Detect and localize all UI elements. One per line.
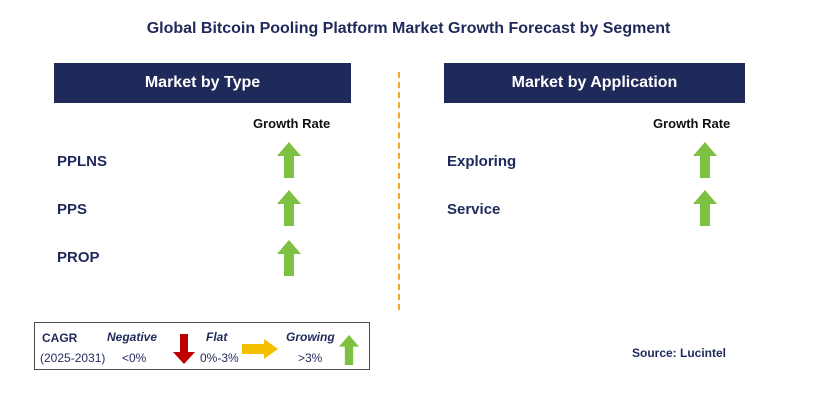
- legend-period: (2025-2031): [40, 351, 106, 365]
- growing-arrow-icon: [693, 190, 717, 226]
- legend-negative-label: Negative: [107, 330, 158, 344]
- cagr-legend: CAGR (2025-2031) Negative <0% Flat 0%-3%…: [34, 322, 370, 370]
- panel-divider: [398, 72, 400, 310]
- growing-arrow-icon: [277, 240, 301, 276]
- growing-arrow-icon: [693, 142, 717, 178]
- legend-cagr-label: CAGR: [42, 331, 78, 345]
- market-by-application-header: Market by Application: [444, 63, 745, 103]
- legend-negative-range: <0%: [122, 351, 147, 365]
- negative-arrow-icon: [173, 334, 195, 364]
- legend-flat-label: Flat: [206, 330, 228, 344]
- application-row-label: Service: [447, 201, 501, 218]
- growing-arrow-icon: [339, 335, 359, 365]
- application-row-label: Exploring: [447, 153, 517, 170]
- source-note: Source: Lucintel: [632, 346, 727, 360]
- left-growth-rate-label: Growth Rate: [253, 116, 331, 131]
- page-title: Global Bitcoin Pooling Platform Market G…: [146, 20, 671, 37]
- type-row-label: PPLNS: [57, 153, 108, 170]
- flat-arrow-icon: [242, 339, 278, 359]
- type-row-label: PROP: [57, 249, 100, 266]
- legend-growing-range: >3%: [298, 351, 323, 365]
- legend-flat-range: 0%-3%: [200, 351, 239, 365]
- market-by-type-header: Market by Type: [54, 63, 351, 103]
- type-row-label: PPS: [57, 201, 88, 218]
- right-growth-rate-label: Growth Rate: [653, 116, 731, 131]
- growing-arrow-icon: [277, 142, 301, 178]
- legend-growing-label: Growing: [286, 330, 335, 344]
- growing-arrow-icon: [277, 190, 301, 226]
